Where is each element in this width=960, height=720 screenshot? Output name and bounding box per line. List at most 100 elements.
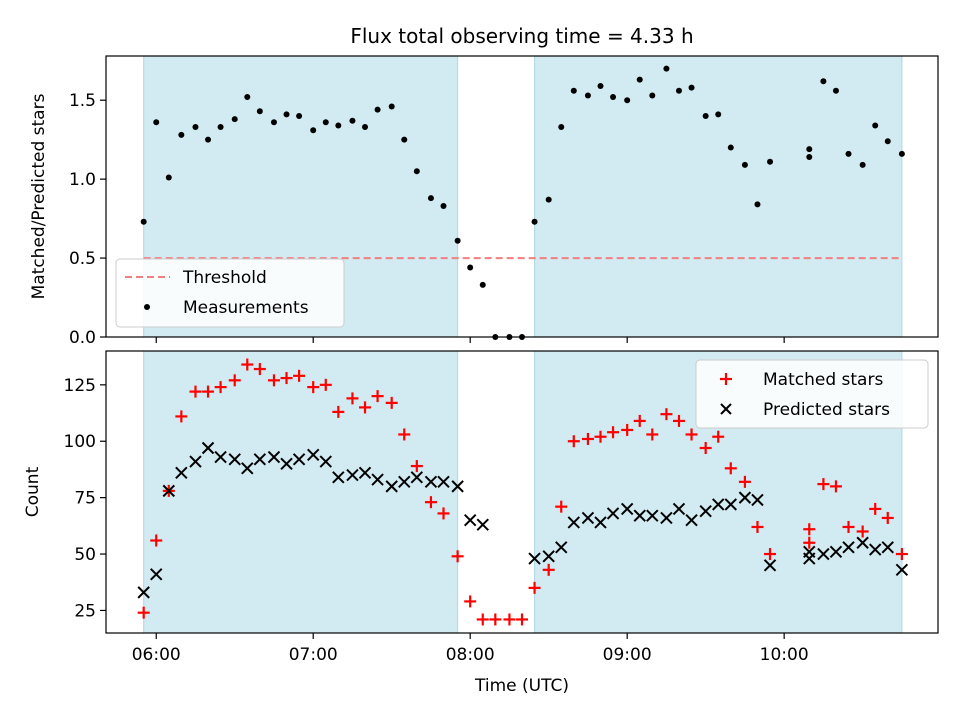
measurement-point	[479, 281, 486, 288]
matched-star-point	[214, 381, 227, 394]
measurement-point	[545, 196, 552, 203]
predicted-star-point	[738, 491, 752, 504]
measurement-point	[649, 92, 656, 99]
matched-star-point	[803, 536, 816, 549]
legend-predicted-swatch	[720, 403, 732, 415]
predicted-star-point	[175, 466, 188, 480]
x-tick-label: 07:00	[289, 645, 338, 665]
measurement-point	[296, 112, 303, 119]
predicted-star-point	[358, 466, 372, 480]
measurement-point	[440, 202, 447, 209]
matched-star-point	[202, 385, 215, 398]
predicted-star-point	[699, 504, 712, 518]
matched-star-point	[516, 613, 528, 626]
matched-star-point	[150, 534, 163, 547]
predicted-star-point	[385, 480, 398, 493]
predicted-star-point	[881, 541, 894, 554]
predicted-star-point	[371, 473, 384, 486]
measurement-point	[570, 87, 577, 94]
predicted-star-point	[842, 541, 855, 554]
predicted-star-point	[137, 586, 150, 599]
matched-star-point	[137, 606, 150, 619]
predicted-star-point	[856, 536, 869, 549]
top-y-axis-label: Matched/Predicted stars	[29, 93, 49, 299]
top-legend: Threshold Measurements	[115, 258, 345, 328]
predicted-star-point	[162, 484, 175, 498]
predicted-star-point	[594, 516, 607, 529]
matched-star-point	[332, 405, 345, 418]
matched-star-point	[228, 374, 241, 387]
top-data-marks	[140, 65, 905, 340]
measurement-point	[767, 158, 774, 165]
matched-star-point	[464, 595, 477, 608]
bottom-legend-box	[695, 359, 929, 429]
bottom-data-marks	[137, 358, 909, 626]
x-axis-label: Time (UTC)	[474, 676, 569, 696]
measurement-point	[610, 94, 617, 101]
matched-star-point	[189, 385, 202, 398]
predicted-star-point	[228, 453, 241, 466]
top-shaded-interval	[534, 55, 903, 338]
matched-star-point	[581, 432, 594, 445]
bottom-y-tick-label: 75	[74, 489, 96, 509]
measurement-point	[467, 264, 474, 271]
predicted-star-point	[555, 541, 568, 554]
legend-measurements-label: Measurements	[183, 298, 309, 318]
measurement-point	[675, 87, 682, 94]
measurement-point	[898, 150, 905, 157]
matched-star-point	[398, 428, 411, 441]
predicted-star-point	[567, 516, 581, 529]
matched-star-point	[869, 502, 882, 515]
matched-star-point	[751, 520, 764, 533]
matched-star-point	[738, 475, 751, 488]
matched-star-point	[764, 548, 777, 561]
measurement-point	[427, 195, 434, 202]
measurement-point	[413, 168, 420, 175]
legend-predicted-label: Predicted stars	[763, 400, 890, 420]
top-panel: 0.0 0.5 1.0 1.5 Matched/Predicted stars Thr…	[29, 55, 939, 348]
predicted-star-point	[817, 547, 830, 561]
predicted-star-point	[829, 545, 843, 558]
measurement-point	[270, 119, 277, 126]
top-plot-frame	[105, 55, 939, 338]
matched-star-point	[385, 396, 398, 409]
predicted-star-point	[803, 545, 816, 558]
measurement-point	[231, 116, 238, 123]
predicted-star-point	[307, 448, 320, 461]
measurement-point	[859, 161, 866, 168]
matched-star-point	[842, 520, 855, 533]
figure-title: Flux total observing time = 4.33 h	[350, 24, 693, 48]
predicted-star-point	[332, 471, 345, 484]
measurement-point	[806, 146, 813, 153]
measurement-point	[688, 84, 695, 91]
measurement-point	[256, 108, 263, 115]
measurement-point	[727, 144, 734, 151]
predicted-star-point	[253, 453, 267, 466]
matched-star-point	[633, 414, 646, 427]
matched-star-point	[280, 372, 293, 385]
predicted-star-point	[451, 480, 464, 493]
predicted-star-point	[685, 513, 698, 527]
matched-star-point	[371, 390, 384, 403]
matched-star-point	[724, 462, 737, 475]
measurement-point	[349, 117, 356, 124]
top-x-axis	[155, 337, 785, 343]
matched-star-point	[607, 426, 620, 439]
measurement-point	[872, 122, 879, 129]
bottom-y-tick-label: 25	[74, 601, 96, 621]
predicted-star-point	[398, 475, 411, 489]
measurement-point	[715, 111, 722, 118]
measurement-point	[178, 131, 185, 138]
matched-star-point	[359, 401, 372, 414]
measurement-point	[820, 78, 827, 85]
matched-star-point	[660, 408, 673, 421]
predicted-star-point	[646, 509, 659, 522]
measurement-point	[140, 218, 147, 225]
x-tick-label: 09:00	[603, 645, 652, 665]
predicted-star-point	[476, 518, 489, 531]
measurement-point	[153, 119, 160, 126]
predicted-star-point	[581, 511, 595, 525]
bottom-y-tick-label: 125	[64, 376, 96, 396]
bottom-legend: Matched stars Predicted stars	[695, 359, 929, 429]
